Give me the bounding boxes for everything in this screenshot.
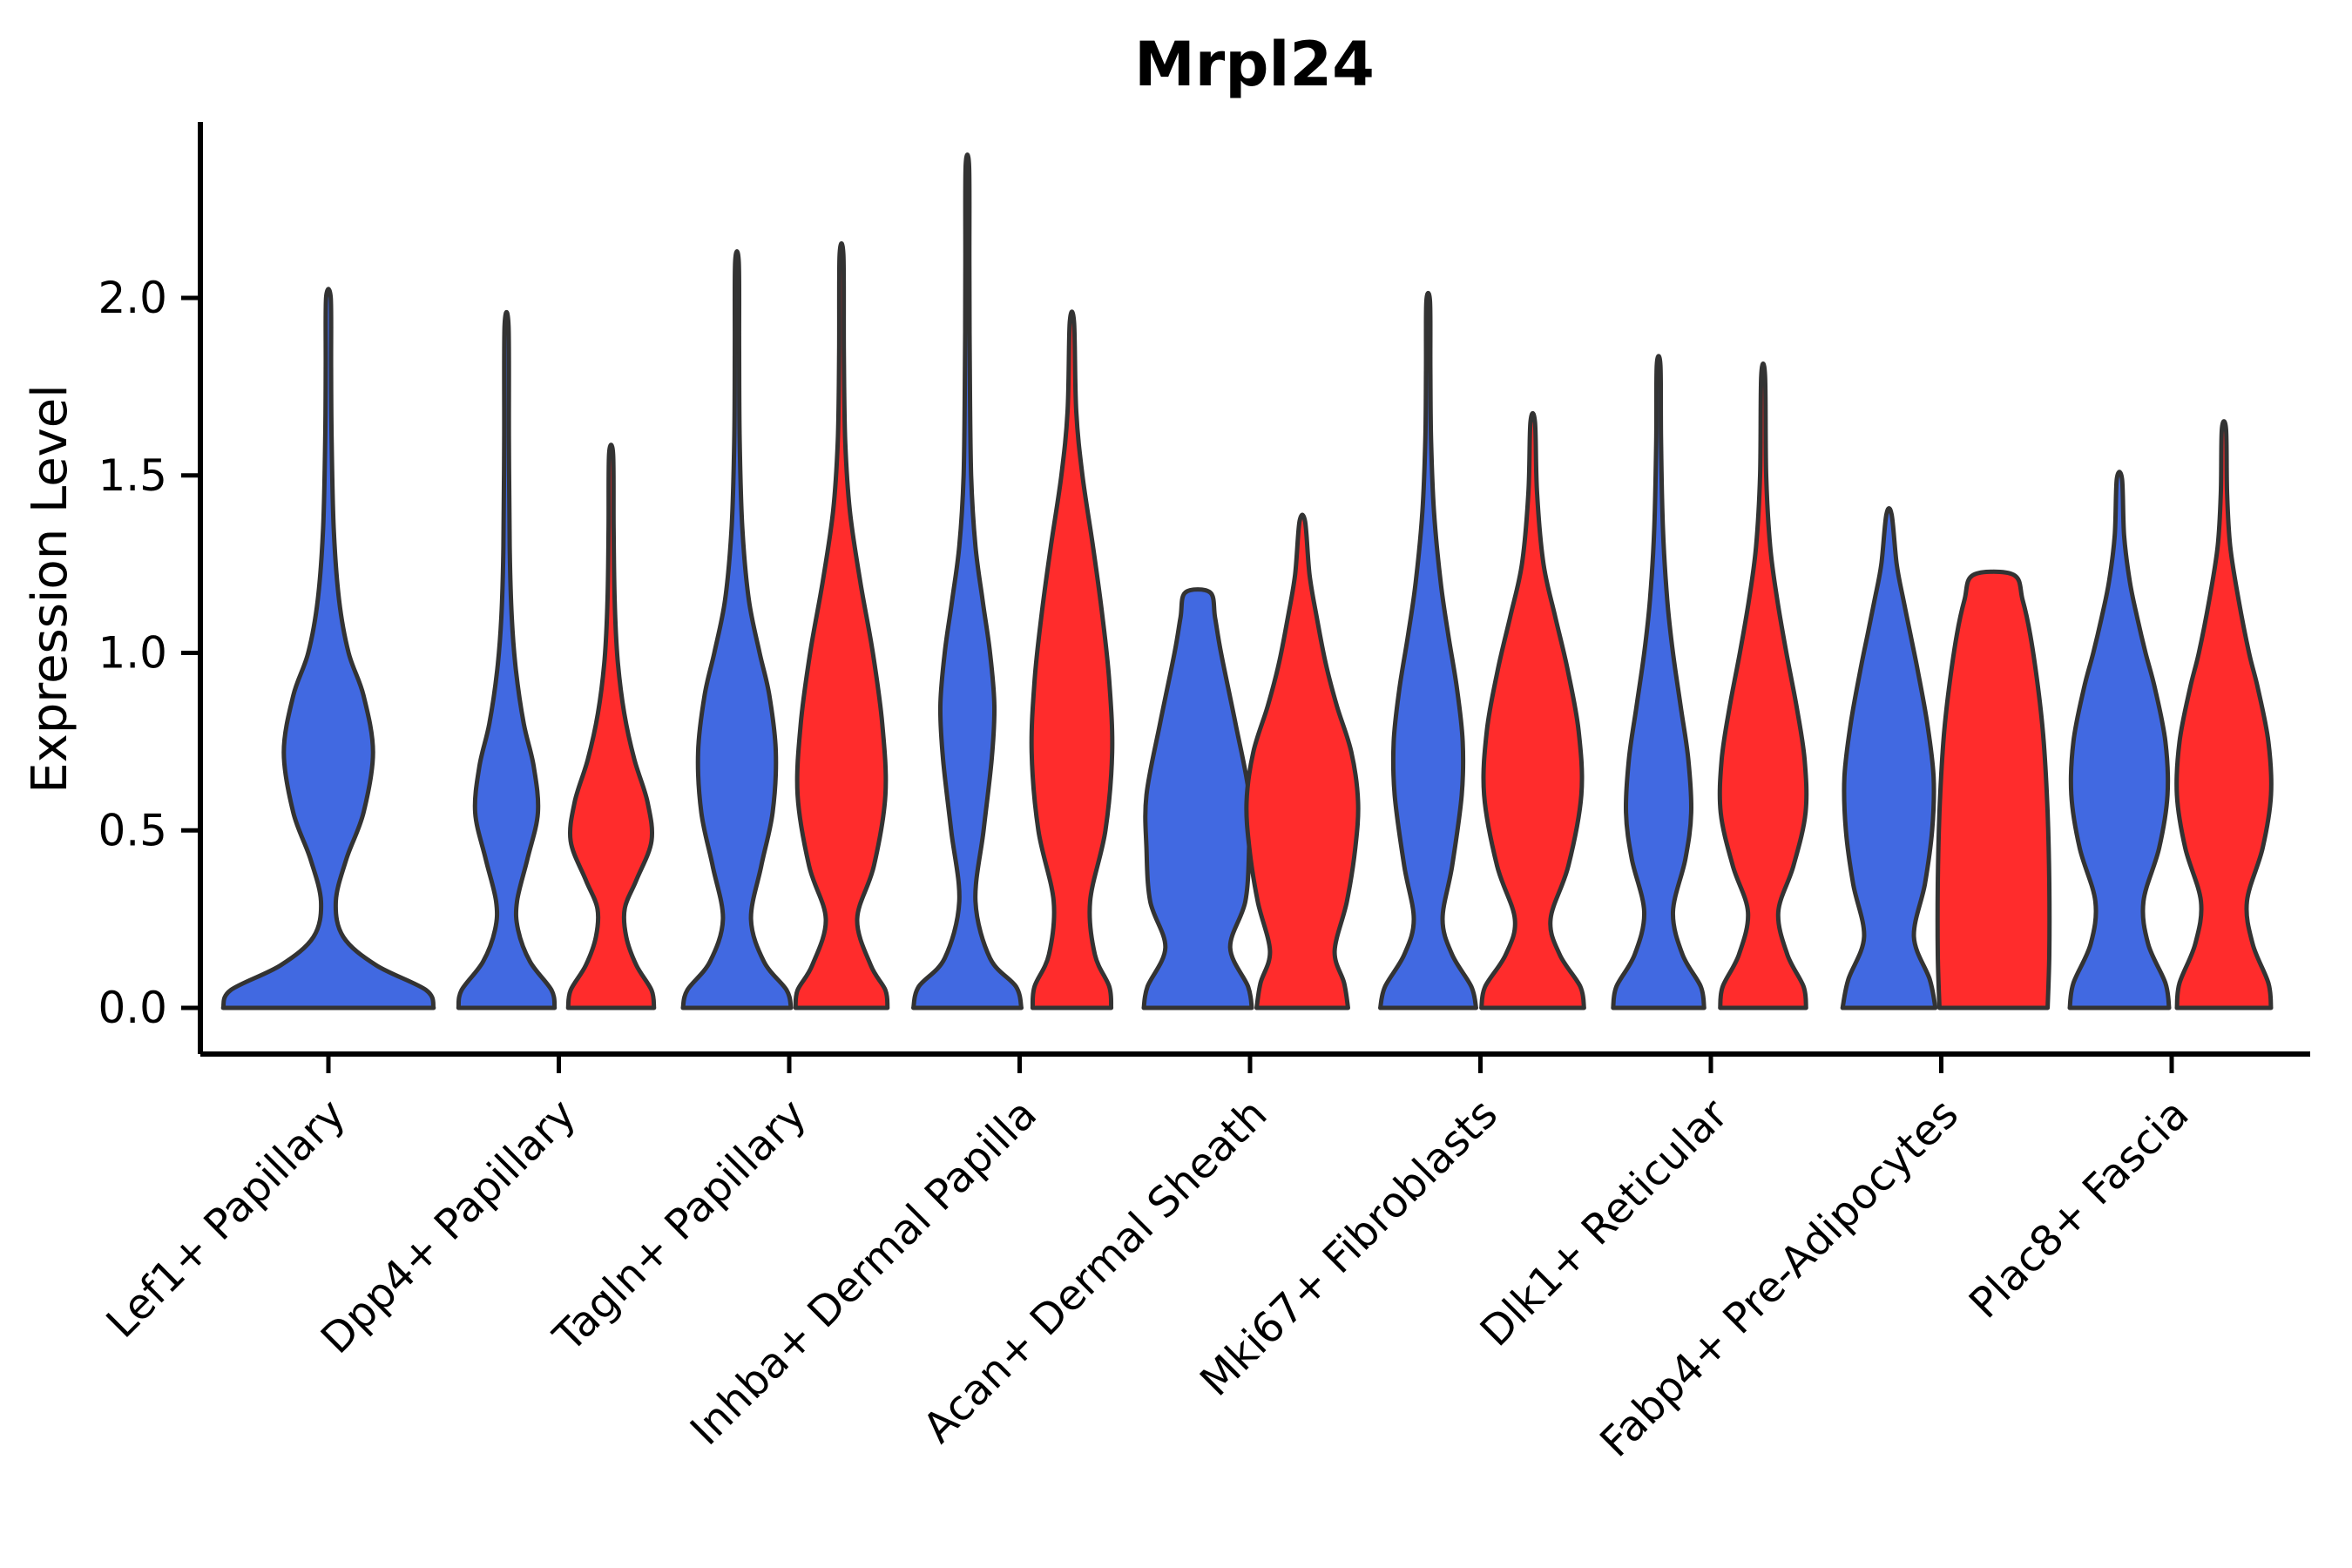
violin-red [565, 443, 657, 1010]
y-tick-label: 1.5 [98, 450, 167, 501]
violin-blue [1378, 290, 1478, 1010]
x-tick-label: Tagln+ Papillary [544, 1090, 815, 1362]
violin-blue [911, 152, 1024, 1010]
violin-blue [1141, 587, 1254, 1010]
x-tick-label: Plac8+ Fascia [1960, 1090, 2199, 1328]
violin-red [793, 240, 890, 1010]
x-tick-label: Dpp4+ Papillary [312, 1090, 585, 1363]
violins-layer [220, 152, 2274, 1010]
y-tick-label: 1.0 [98, 628, 167, 679]
violin-red [1935, 569, 2052, 1010]
y-tick-label: 0.5 [98, 805, 167, 855]
violin-blue [1611, 354, 1707, 1010]
y-tick-label: 2.0 [98, 273, 167, 323]
violin-red [1244, 512, 1361, 1010]
x-tick-label: Dlk1+ Reticular [1471, 1090, 1738, 1356]
violin-blue [1840, 505, 1938, 1010]
y-tick-label: 0.0 [98, 983, 167, 1033]
x-tick-label: Lef1+ Papillary [98, 1090, 355, 1348]
violin-blue [680, 249, 794, 1010]
violin-blue [220, 287, 436, 1010]
y-axis-label: Expression Level [22, 384, 78, 794]
violin-red [1029, 309, 1115, 1010]
chart-title: Mrpl24 [1134, 29, 1375, 100]
violin-red [1479, 410, 1586, 1010]
violin-red [2174, 419, 2274, 1010]
violin-blue [2067, 470, 2172, 1010]
violin-red [1717, 361, 1809, 1010]
violin-blue [456, 309, 558, 1010]
